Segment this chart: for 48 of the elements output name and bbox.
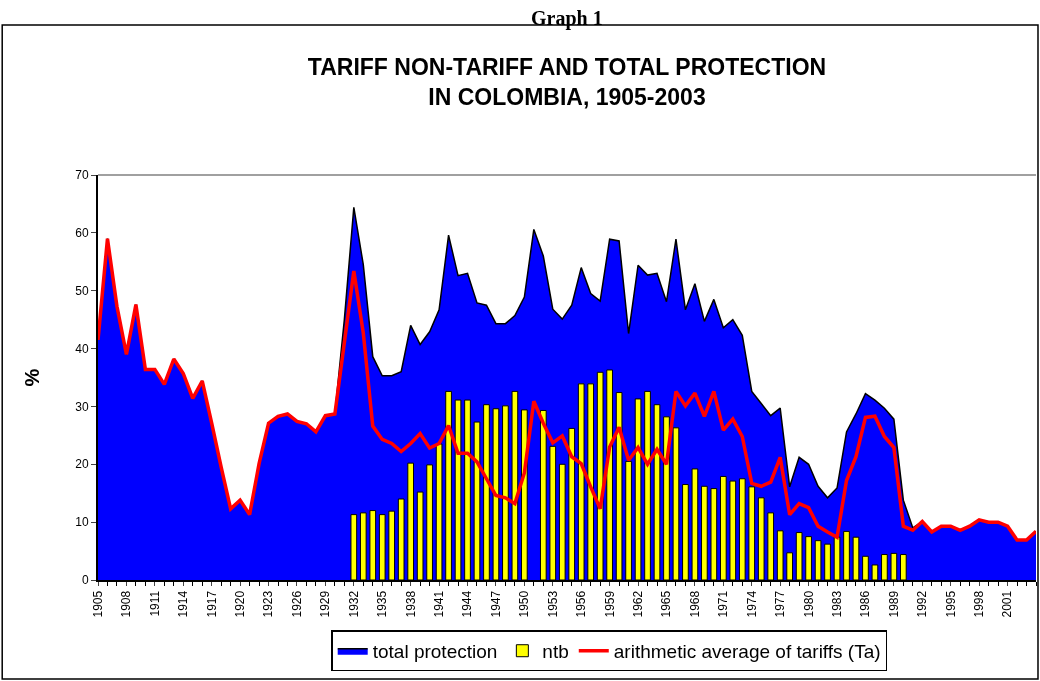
- legend-label: arithmetic average of tariffs (Ta): [613, 641, 881, 663]
- x-tick-label: 1947: [488, 590, 503, 618]
- x-tick-label: 1956: [574, 590, 589, 618]
- caption: Graph 1: [531, 7, 603, 30]
- x-tick-label: 1962: [630, 590, 645, 618]
- x-tick-label: 1974: [744, 590, 759, 618]
- x-tick-label: 1959: [602, 590, 617, 618]
- x-tick-label: 1950: [517, 590, 532, 618]
- x-tick-label: 1935: [375, 590, 390, 618]
- x-tick-label: 1941: [431, 590, 446, 618]
- x-tick-label: 1977: [773, 590, 788, 618]
- x-tick-label: 1989: [886, 590, 901, 618]
- y-tick-label: 20: [75, 457, 89, 472]
- x-tick-label: 1938: [403, 590, 418, 618]
- x-tick-label: 1929: [318, 590, 333, 618]
- x-tick-label: 1923: [261, 590, 276, 618]
- x-tick-label: 1992: [915, 590, 930, 618]
- y-tick-label: 50: [75, 283, 89, 298]
- x-tick-label: 1980: [801, 590, 816, 618]
- y-tick-label: 70: [75, 168, 89, 183]
- x-tick-label: 1968: [687, 590, 702, 618]
- x-tick-label: 1911: [147, 590, 162, 617]
- y-tick-label: 10: [75, 515, 89, 530]
- x-tick-label: 1995: [943, 590, 958, 618]
- y-tick-label: 0: [81, 573, 89, 588]
- y-tick-label: 40: [75, 341, 89, 356]
- x-tick-label: 1920: [233, 590, 248, 618]
- x-tick-label: 1908: [119, 590, 134, 618]
- legend-label: total protection: [372, 641, 498, 663]
- chart-title: TARIFF NON-TARIFF AND TOTAL PROTECTION IN COLOMBIA, 1905-2003: [307, 54, 827, 110]
- x-tick-label: 1953: [545, 590, 560, 618]
- x-tick-label: 1926: [289, 590, 304, 618]
- x-tick-label: 1986: [858, 590, 873, 618]
- x-tick-label: 2001: [1000, 590, 1015, 618]
- y-tick-label: 30: [75, 399, 89, 414]
- x-tick-label: 1905: [90, 590, 105, 618]
- x-tick-label: 1971: [716, 590, 731, 618]
- legend-label: ntb: [542, 641, 569, 663]
- x-tick-label: 1932: [346, 590, 361, 618]
- x-tick-label: 1998: [972, 590, 987, 618]
- y-axis-title: %: [21, 368, 44, 387]
- line-series: [98, 236, 1036, 542]
- x-tick-label: 1944: [460, 590, 475, 618]
- x-tick-label: 1983: [829, 590, 844, 618]
- x-tick-label: 1917: [204, 590, 219, 618]
- x-tick-label: 1965: [659, 590, 674, 618]
- x-tick-label: 1914: [176, 590, 191, 618]
- y-tick-label: 60: [75, 226, 89, 241]
